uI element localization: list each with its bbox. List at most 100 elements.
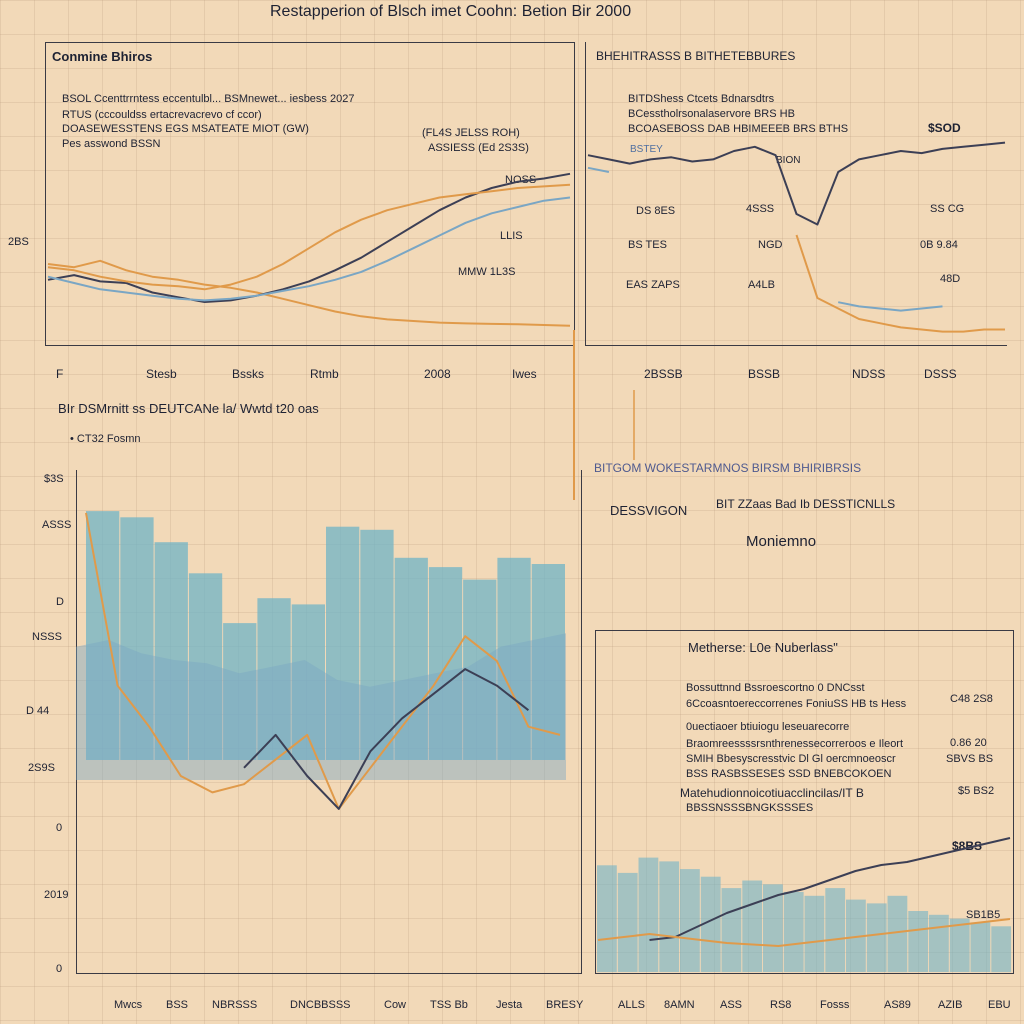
panel-2-note: BCOASEBOSS DAB HBIMEEEB BRS BTHS bbox=[628, 123, 849, 135]
panel-2-note: BCesstholrsonalaservore BRS HB bbox=[628, 108, 795, 120]
panel-bottom-right bbox=[595, 630, 1014, 974]
panel-4-note: BBSSNSSSBNGKSSSES bbox=[686, 802, 814, 814]
panel-4-axis-label: RS8 bbox=[770, 999, 792, 1011]
panel-3-bar bbox=[326, 526, 360, 760]
panel-3-y-tick: D bbox=[56, 596, 64, 608]
panel-bottom-left bbox=[76, 470, 582, 974]
panel-4-axis-label: 8AMN bbox=[664, 999, 695, 1011]
panel-4-header-left: DESSVIGON bbox=[610, 503, 688, 518]
panel-4-bar bbox=[700, 876, 721, 972]
panel-1-title: Conmine Bhiros bbox=[52, 49, 153, 64]
panel-3-x-label: TSS Bb bbox=[430, 999, 468, 1011]
panel-4-right-label: SB1B5 bbox=[966, 909, 1001, 921]
panel-2-value-label: $SOD bbox=[928, 121, 961, 135]
panel-4-bar bbox=[742, 880, 763, 972]
panel-3-y-tick: 0 bbox=[56, 963, 63, 975]
panel-3-bar bbox=[223, 623, 257, 760]
panel-4-note: 0uectiaoer btiuiogu leseuarecorre bbox=[686, 721, 850, 733]
panel-4-bar bbox=[783, 891, 804, 972]
panel-1-right-label: ASSIESS (Ed 2S3S) bbox=[428, 142, 529, 154]
panel-3-title: BIr DSMrnitt ss DEUTCANe la/ Wwtd t20 oa… bbox=[58, 401, 319, 416]
panel-3-subtitle: • CT32 Fosmn bbox=[70, 433, 141, 445]
panel-4-header-top: BITGOM WOKESTARMNOS BIRSM BHIRIBRSIS bbox=[594, 461, 862, 475]
panel-4-bar bbox=[659, 861, 680, 972]
panel-4-bar bbox=[949, 918, 970, 972]
panel-3-bar bbox=[291, 604, 325, 760]
panel-4-bar bbox=[825, 888, 846, 972]
panel-1-right-label: MMW 1L3S bbox=[458, 266, 516, 278]
panel-4-note: SMIH Bbesyscresstvic Dl Gl oercmnoeoscr bbox=[686, 753, 896, 765]
panel-3-bar bbox=[188, 573, 223, 760]
panel-2-value-label: BSTEY bbox=[630, 144, 663, 155]
panel-2-value-label: 4SSS bbox=[746, 203, 775, 215]
panel-3-x-label: Mwcs bbox=[114, 999, 143, 1011]
panel-4-bar bbox=[991, 926, 1012, 973]
panel-3-y-tick: 2S9S bbox=[28, 762, 55, 774]
panel-3-series-line-1 bbox=[243, 668, 530, 810]
panel-4-header-sub: Moniemno bbox=[746, 533, 817, 550]
panel-4-note: 6Ccoasntoereccorrenes FoniuSS HB ts Hess bbox=[686, 698, 907, 710]
panel-4-bar bbox=[721, 888, 742, 972]
panel-4-bar bbox=[887, 895, 908, 973]
panel-4-right-label: 0.86 20 bbox=[950, 737, 987, 749]
panel-3-bar bbox=[120, 517, 154, 760]
panel-3-x-label: NBRSSS bbox=[212, 999, 258, 1011]
panel-1-axis-label: Rtmb bbox=[310, 367, 339, 381]
panel-4-header-mid: BIT ZZaas Bad Ib DESSTICNLLS bbox=[716, 497, 896, 511]
panel-4-bar bbox=[680, 869, 700, 972]
panel-3-bar bbox=[531, 564, 565, 760]
panel-3-y-tick: 2019 bbox=[44, 889, 69, 901]
panel-4-bar bbox=[804, 895, 825, 973]
panel-4-right-label: SBVS BS bbox=[946, 753, 994, 765]
panel-1-right-label: NOSS bbox=[505, 174, 537, 186]
main-title: Restapperion of Blsch imet Coohn: Betion… bbox=[270, 3, 632, 20]
panel-2-axis-label: DSSS bbox=[924, 367, 957, 381]
panel-4-bar bbox=[597, 865, 617, 973]
panel-4-bar bbox=[638, 857, 659, 972]
panel-2-series-line-1 bbox=[795, 234, 1005, 333]
panel-1-axis-label: Stesb bbox=[146, 367, 177, 381]
panel-1-series-line-3 bbox=[47, 183, 571, 291]
panel-2-value-label: 48D bbox=[940, 273, 961, 285]
panel-1-right-label: (FL4S JELSS ROH) bbox=[422, 127, 520, 139]
panel-1-series-line-1 bbox=[47, 172, 571, 303]
panel-3-series-line-0 bbox=[85, 512, 561, 810]
panel-1-right-label: LLIS bbox=[500, 230, 523, 242]
panel-3-y-tick: D 44 bbox=[26, 705, 50, 717]
panel-3-bar bbox=[394, 557, 428, 760]
panel-4-bar bbox=[846, 899, 866, 972]
panel-1-axis-label: Iwes bbox=[512, 367, 537, 381]
panel-3-bar bbox=[428, 567, 463, 760]
panel-3-y-tick: $3S bbox=[44, 473, 64, 485]
panel-1-axis-label: F bbox=[56, 367, 64, 381]
panel-1-note: DOASEWESSTENS EGS MSATEATE MIOT (GW) bbox=[62, 123, 309, 135]
panel-3-x-label: DNCBBSSS bbox=[290, 999, 351, 1011]
panel-1-y-tick: 2BS bbox=[8, 236, 29, 248]
panel-3-bar bbox=[497, 557, 531, 760]
panel-2-value-label: DS 8ES bbox=[636, 205, 676, 217]
panel-3-x-label: BSS bbox=[166, 999, 189, 1011]
panel-4-bar bbox=[970, 922, 991, 972]
panel-3-bar bbox=[154, 542, 188, 760]
panel-4-axis-label: ASS bbox=[720, 999, 743, 1011]
panel-4-right-label: C48 2S8 bbox=[950, 693, 993, 705]
panel-1-axis-label: Bssks bbox=[232, 367, 265, 381]
panel-4-bar bbox=[866, 903, 887, 972]
panel-3-x-label: Jesta bbox=[496, 999, 523, 1011]
panel-2-axis-label: BSSB bbox=[748, 367, 781, 381]
panel-1-series-line-2 bbox=[47, 196, 571, 302]
panel-4-right-label: $5 BS2 bbox=[958, 785, 995, 797]
panel-4-axis-label: ALLS bbox=[618, 999, 645, 1011]
panel-4-bar bbox=[929, 914, 949, 972]
panel-1-note: Pes asswond BSSN bbox=[62, 138, 161, 150]
panel-top-left bbox=[45, 42, 575, 346]
panel-2-series-line-2 bbox=[587, 166, 943, 312]
panel-3-y-tick: 0 bbox=[56, 822, 63, 834]
panel-2-value-label: SS CG bbox=[930, 203, 965, 215]
panel-4-bar bbox=[617, 872, 638, 972]
panel-4-note: BSS RASBSSESES SSD BNEBCOKOEN bbox=[686, 768, 892, 780]
panel-2-series-line-0 bbox=[587, 141, 1006, 226]
panel-2-value-label: NGD bbox=[758, 239, 783, 251]
panel-top-right bbox=[585, 42, 1007, 346]
